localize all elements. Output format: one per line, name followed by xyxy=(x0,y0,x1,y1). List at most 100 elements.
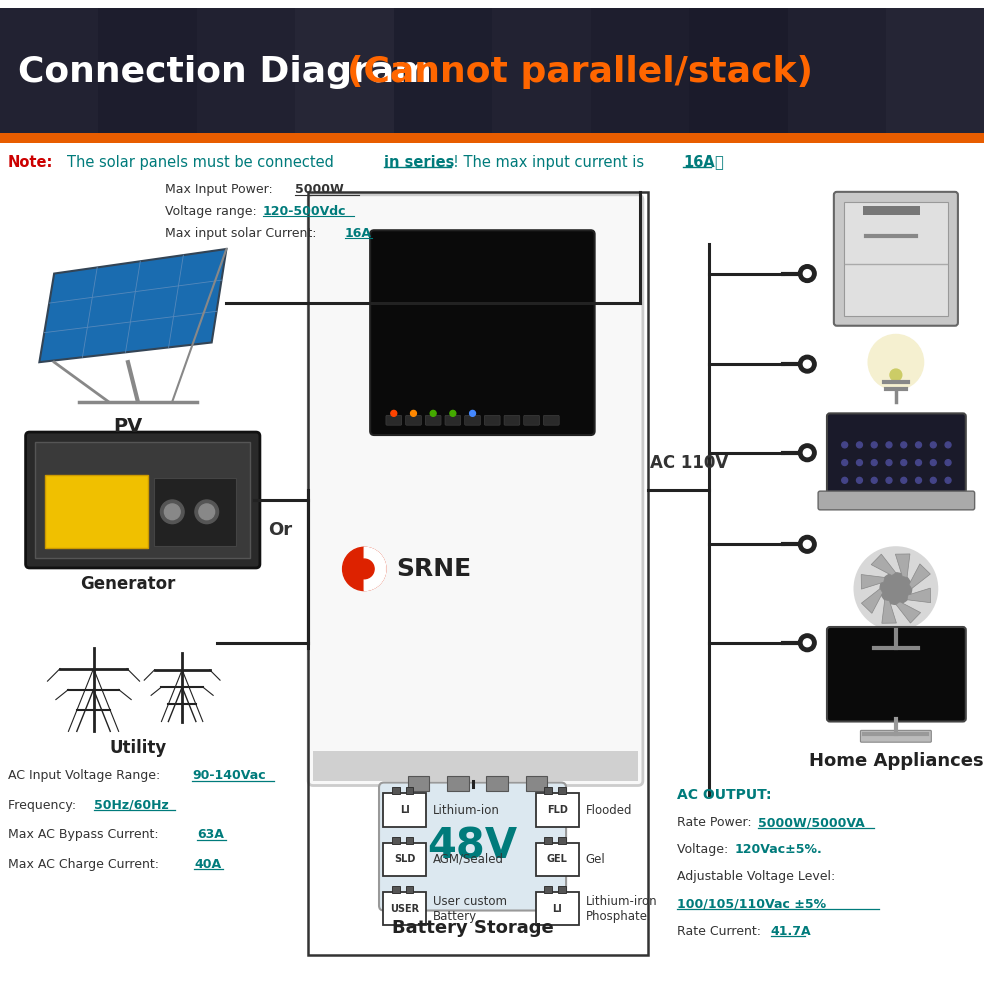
FancyBboxPatch shape xyxy=(154,478,236,546)
FancyBboxPatch shape xyxy=(543,415,559,425)
Circle shape xyxy=(411,410,416,416)
FancyBboxPatch shape xyxy=(383,892,426,925)
FancyBboxPatch shape xyxy=(558,787,566,794)
Circle shape xyxy=(871,477,877,483)
Circle shape xyxy=(901,477,907,483)
Circle shape xyxy=(803,639,811,647)
Text: SLD: SLD xyxy=(394,854,415,864)
Ellipse shape xyxy=(871,642,920,654)
Text: Home Appliances: Home Appliances xyxy=(809,752,983,770)
Text: Adjustable Voltage Level:: Adjustable Voltage Level: xyxy=(677,870,836,883)
Text: AC Input Voltage Range:: AC Input Voltage Range: xyxy=(8,769,164,782)
Circle shape xyxy=(871,460,877,466)
FancyBboxPatch shape xyxy=(370,230,595,435)
Circle shape xyxy=(195,500,219,524)
FancyBboxPatch shape xyxy=(45,475,148,548)
FancyBboxPatch shape xyxy=(406,886,413,893)
FancyBboxPatch shape xyxy=(486,776,508,791)
Circle shape xyxy=(354,559,374,579)
Text: PV: PV xyxy=(113,417,143,436)
FancyBboxPatch shape xyxy=(524,415,539,425)
Text: Or: Or xyxy=(269,521,293,539)
FancyBboxPatch shape xyxy=(383,843,426,876)
Polygon shape xyxy=(882,600,896,623)
Text: The solar panels must be connected: The solar panels must be connected xyxy=(67,155,338,170)
FancyBboxPatch shape xyxy=(98,8,197,136)
FancyBboxPatch shape xyxy=(308,195,643,786)
FancyBboxPatch shape xyxy=(35,442,250,558)
FancyBboxPatch shape xyxy=(827,627,966,722)
Text: Utility: Utility xyxy=(109,739,166,757)
Text: LI: LI xyxy=(552,904,562,914)
Circle shape xyxy=(916,442,921,448)
Circle shape xyxy=(930,460,936,466)
FancyBboxPatch shape xyxy=(197,8,295,136)
FancyBboxPatch shape xyxy=(886,8,984,136)
FancyBboxPatch shape xyxy=(0,8,98,136)
Text: AC OUTPUT:: AC OUTPUT: xyxy=(677,788,772,802)
Circle shape xyxy=(945,477,951,483)
FancyBboxPatch shape xyxy=(406,787,413,794)
Text: User custom
Battery: User custom Battery xyxy=(433,895,507,923)
Text: Max input solar Current:: Max input solar Current: xyxy=(165,227,317,240)
Circle shape xyxy=(855,547,937,630)
Text: (Cannot parallel/stack): (Cannot parallel/stack) xyxy=(347,55,813,89)
Text: Rate Power:: Rate Power: xyxy=(677,816,756,829)
Text: AGM/Sealed: AGM/Sealed xyxy=(433,853,504,866)
Circle shape xyxy=(803,270,811,278)
Text: 16A: 16A xyxy=(683,155,715,170)
FancyBboxPatch shape xyxy=(484,415,500,425)
Circle shape xyxy=(803,540,811,548)
FancyBboxPatch shape xyxy=(445,415,461,425)
Circle shape xyxy=(901,442,907,448)
Circle shape xyxy=(343,547,386,591)
Polygon shape xyxy=(896,602,921,623)
FancyBboxPatch shape xyxy=(406,415,421,425)
FancyBboxPatch shape xyxy=(536,892,579,925)
Circle shape xyxy=(945,460,951,466)
FancyBboxPatch shape xyxy=(558,886,566,893)
Text: ！: ！ xyxy=(715,155,723,170)
Text: Max AC Charge Current:: Max AC Charge Current: xyxy=(8,858,163,871)
FancyBboxPatch shape xyxy=(689,8,788,136)
Circle shape xyxy=(857,477,862,483)
Circle shape xyxy=(857,442,862,448)
Text: ! The max input current is: ! The max input current is xyxy=(453,155,649,170)
Circle shape xyxy=(945,442,951,448)
Text: Voltage range:: Voltage range: xyxy=(165,205,257,218)
FancyBboxPatch shape xyxy=(544,787,552,794)
Circle shape xyxy=(842,460,848,466)
FancyBboxPatch shape xyxy=(408,776,429,791)
Circle shape xyxy=(916,460,921,466)
Text: Generator: Generator xyxy=(80,575,176,593)
Text: 16A: 16A xyxy=(345,227,372,240)
Text: 48V: 48V xyxy=(427,826,518,868)
Text: Connection Diagram: Connection Diagram xyxy=(18,55,444,89)
Polygon shape xyxy=(861,575,885,589)
Text: USER: USER xyxy=(390,904,419,914)
Circle shape xyxy=(871,442,877,448)
FancyBboxPatch shape xyxy=(536,793,579,827)
FancyBboxPatch shape xyxy=(406,837,413,844)
Circle shape xyxy=(857,460,862,466)
Circle shape xyxy=(868,335,923,390)
FancyBboxPatch shape xyxy=(544,886,552,893)
Text: 40A: 40A xyxy=(194,858,221,871)
FancyBboxPatch shape xyxy=(465,415,480,425)
FancyBboxPatch shape xyxy=(788,8,886,136)
Circle shape xyxy=(803,360,811,368)
Polygon shape xyxy=(907,588,931,603)
Text: AC 110V: AC 110V xyxy=(650,454,728,472)
FancyBboxPatch shape xyxy=(392,787,400,794)
FancyBboxPatch shape xyxy=(492,8,591,136)
Text: Gel: Gel xyxy=(586,853,606,866)
Circle shape xyxy=(803,449,811,457)
FancyBboxPatch shape xyxy=(0,8,984,136)
Text: GEL: GEL xyxy=(547,854,568,864)
FancyBboxPatch shape xyxy=(313,751,638,781)
FancyBboxPatch shape xyxy=(504,415,520,425)
Circle shape xyxy=(798,535,816,553)
FancyBboxPatch shape xyxy=(425,415,441,425)
FancyBboxPatch shape xyxy=(591,8,689,136)
Circle shape xyxy=(430,410,436,416)
